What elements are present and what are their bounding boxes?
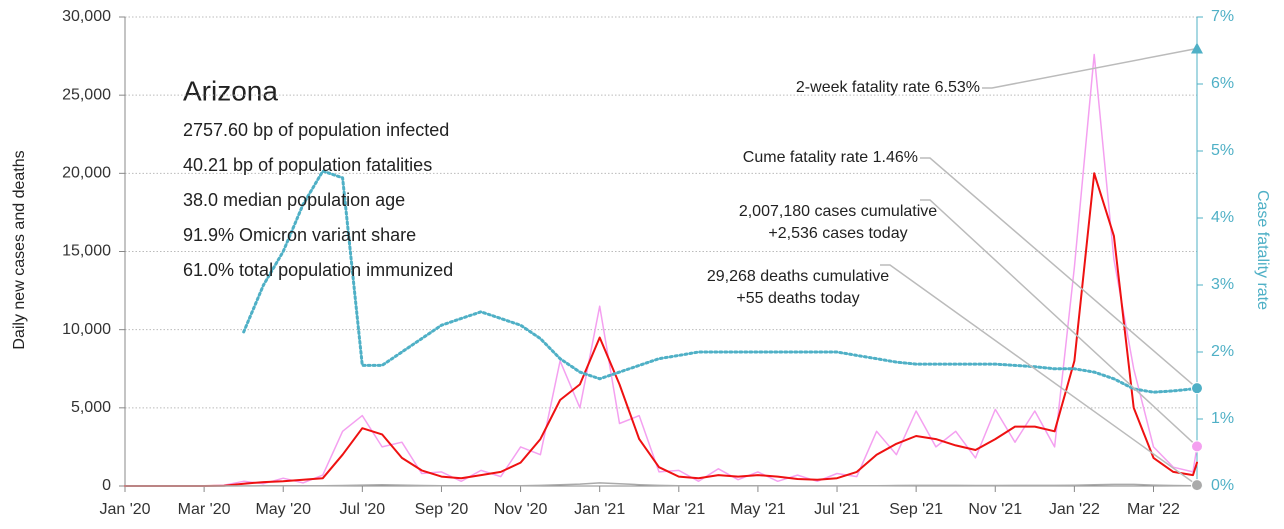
y-tick-label: 10,000 xyxy=(62,321,111,338)
x-tick-label: Nov '20 xyxy=(494,501,548,518)
y-tick-label: 0 xyxy=(102,477,111,494)
stat-line: 38.0 median population age xyxy=(183,190,405,210)
y2-axis-label: Case fatality rate xyxy=(1254,190,1271,310)
x-tick-label: Nov '21 xyxy=(968,501,1022,518)
annotation-marker xyxy=(1191,42,1203,54)
y-tick-label: 30,000 xyxy=(62,8,111,25)
x-tick-label: Jul '20 xyxy=(339,501,385,518)
x-tick-label: Mar '22 xyxy=(1127,501,1180,518)
x-tick-label: Jan '20 xyxy=(99,501,150,518)
y-tick-label: 20,000 xyxy=(62,165,111,182)
stat-line: 91.9% Omicron variant share xyxy=(183,225,416,245)
stats-title: Arizona xyxy=(183,75,278,106)
leader-line xyxy=(920,157,1198,389)
y2-tick-label: 2% xyxy=(1211,343,1234,360)
x-tick-label: Mar '20 xyxy=(178,501,231,518)
stat-line: 40.21 bp of population fatalities xyxy=(183,155,432,175)
series-line xyxy=(124,172,1198,487)
leader-line xyxy=(880,264,1198,486)
y2-tick-label: 5% xyxy=(1211,142,1234,159)
annotation-marker xyxy=(1191,440,1203,453)
y2-tick-label: 6% xyxy=(1211,75,1234,92)
y-tick-label: 25,000 xyxy=(62,86,111,103)
annotation-text: 29,268 deaths cumulative xyxy=(707,268,889,285)
x-tick-label: Jul '21 xyxy=(814,501,860,518)
x-tick-label: May '21 xyxy=(730,501,786,518)
series-line xyxy=(242,169,1199,394)
annotation-text: 2,007,180 cases cumulative xyxy=(739,203,937,220)
leader-line xyxy=(982,47,1198,89)
x-tick-label: Mar '21 xyxy=(652,501,705,518)
leader-line xyxy=(920,199,1198,447)
y2-tick-label: 3% xyxy=(1211,276,1234,293)
y2-tick-label: 1% xyxy=(1211,410,1234,427)
stat-line: 61.0% total population immunized xyxy=(183,260,453,280)
annotation-text: 2-week fatality rate 6.53% xyxy=(796,79,980,96)
x-tick-label: May '20 xyxy=(255,501,311,518)
x-tick-label: Sep '20 xyxy=(415,501,469,518)
y-tick-label: 5,000 xyxy=(71,399,111,416)
annotation-marker xyxy=(1191,479,1203,492)
annotation-text: Cume fatality rate 1.46% xyxy=(743,149,918,166)
series-line xyxy=(124,482,1198,487)
y-tick-label: 15,000 xyxy=(62,243,111,260)
y2-tick-label: 0% xyxy=(1211,477,1234,494)
y-axis-label: Daily new cases and deaths xyxy=(11,150,28,349)
annotation-marker xyxy=(1191,382,1203,395)
y2-tick-label: 4% xyxy=(1211,209,1234,226)
annotation-text: +55 deaths today xyxy=(736,290,859,307)
x-tick-label: Jan '21 xyxy=(574,501,625,518)
annotation-text: +2,536 cases today xyxy=(768,225,907,242)
y2-tick-label: 7% xyxy=(1211,8,1234,25)
x-tick-label: Jan '22 xyxy=(1049,501,1100,518)
x-tick-label: Sep '21 xyxy=(889,501,943,518)
stat-line: 2757.60 bp of population infected xyxy=(183,120,449,140)
